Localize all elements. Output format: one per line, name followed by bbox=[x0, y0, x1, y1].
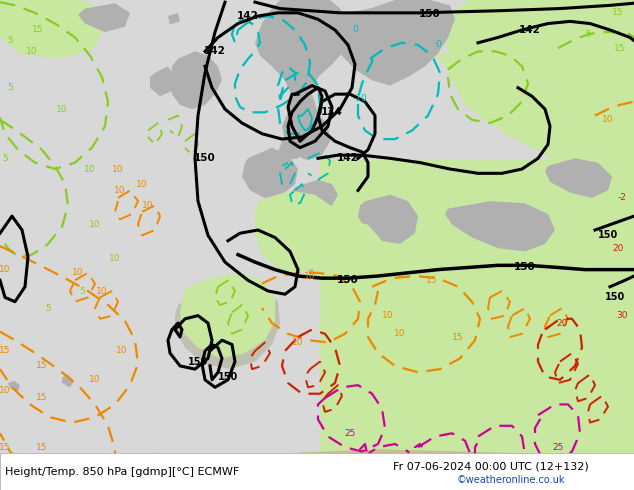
Text: 10: 10 bbox=[602, 115, 614, 124]
Polygon shape bbox=[255, 191, 342, 273]
Text: 150: 150 bbox=[605, 293, 625, 302]
Polygon shape bbox=[445, 201, 555, 251]
Text: 10: 10 bbox=[109, 254, 120, 264]
Text: 10: 10 bbox=[116, 346, 127, 355]
Text: 15: 15 bbox=[452, 333, 463, 342]
Text: 10: 10 bbox=[72, 269, 84, 277]
Bar bbox=[0, 453, 634, 490]
Text: 150: 150 bbox=[598, 230, 618, 241]
Text: 15: 15 bbox=[36, 442, 48, 452]
Text: 15: 15 bbox=[96, 471, 108, 481]
Text: 150: 150 bbox=[337, 275, 359, 285]
Text: 142: 142 bbox=[237, 11, 259, 21]
Polygon shape bbox=[255, 0, 350, 161]
Text: 134: 134 bbox=[321, 107, 343, 117]
Polygon shape bbox=[168, 13, 180, 24]
Text: 5: 5 bbox=[45, 304, 51, 313]
Text: 15: 15 bbox=[36, 362, 48, 370]
Polygon shape bbox=[278, 137, 302, 161]
Text: 10: 10 bbox=[89, 375, 101, 384]
Polygon shape bbox=[78, 3, 130, 32]
Text: 25: 25 bbox=[552, 442, 564, 452]
Text: 15: 15 bbox=[32, 25, 44, 34]
Text: 15: 15 bbox=[36, 393, 48, 402]
Text: 0: 0 bbox=[435, 41, 441, 49]
Polygon shape bbox=[175, 278, 280, 369]
Polygon shape bbox=[62, 374, 74, 387]
Polygon shape bbox=[430, 53, 634, 193]
Text: 10: 10 bbox=[26, 47, 38, 56]
Text: 150: 150 bbox=[194, 153, 216, 163]
Polygon shape bbox=[545, 158, 612, 198]
Text: 15: 15 bbox=[0, 442, 11, 452]
Polygon shape bbox=[310, 220, 385, 297]
Text: 30: 30 bbox=[616, 311, 628, 320]
Text: 20: 20 bbox=[612, 244, 624, 253]
Text: 150: 150 bbox=[419, 9, 441, 19]
Text: 150: 150 bbox=[218, 371, 238, 382]
Polygon shape bbox=[180, 273, 275, 358]
Text: 10: 10 bbox=[394, 329, 406, 338]
Text: 10: 10 bbox=[142, 201, 154, 210]
Text: 15: 15 bbox=[612, 8, 624, 17]
Text: 5: 5 bbox=[585, 30, 591, 39]
Text: -10: -10 bbox=[353, 94, 367, 103]
Text: 10: 10 bbox=[292, 338, 304, 347]
Text: 10: 10 bbox=[84, 165, 96, 173]
Text: Fr 07-06-2024 00:00 UTC (12+132): Fr 07-06-2024 00:00 UTC (12+132) bbox=[393, 462, 589, 471]
Polygon shape bbox=[8, 381, 20, 392]
Polygon shape bbox=[145, 453, 170, 466]
Text: 5: 5 bbox=[79, 287, 85, 295]
Text: Height/Temp. 850 hPa [gdmp][°C] ECMWF: Height/Temp. 850 hPa [gdmp][°C] ECMWF bbox=[5, 467, 239, 477]
Text: 25: 25 bbox=[382, 475, 394, 484]
Text: 150: 150 bbox=[514, 263, 536, 272]
Polygon shape bbox=[240, 449, 634, 490]
Text: 5: 5 bbox=[2, 154, 8, 163]
Text: 25: 25 bbox=[495, 464, 506, 473]
Text: 10: 10 bbox=[304, 271, 316, 281]
Text: 142: 142 bbox=[204, 47, 226, 56]
Text: 0: 0 bbox=[352, 25, 358, 34]
Text: 5: 5 bbox=[7, 83, 13, 92]
Text: 142: 142 bbox=[519, 25, 541, 35]
Text: 150: 150 bbox=[188, 357, 208, 367]
Polygon shape bbox=[330, 0, 634, 182]
Text: -2: -2 bbox=[618, 194, 626, 202]
Polygon shape bbox=[298, 216, 335, 276]
Text: 25: 25 bbox=[444, 475, 456, 484]
Polygon shape bbox=[330, 0, 455, 86]
Text: 10: 10 bbox=[56, 105, 68, 114]
Text: 15: 15 bbox=[0, 346, 11, 355]
Text: 10: 10 bbox=[136, 179, 148, 189]
Text: 25: 25 bbox=[344, 429, 356, 438]
Text: 142: 142 bbox=[337, 153, 359, 163]
Polygon shape bbox=[170, 51, 222, 109]
Text: 25: 25 bbox=[417, 486, 428, 490]
Text: ©weatheronline.co.uk: ©weatheronline.co.uk bbox=[456, 475, 565, 486]
Text: 10: 10 bbox=[0, 386, 11, 395]
Polygon shape bbox=[150, 66, 175, 97]
Text: 10: 10 bbox=[96, 287, 108, 295]
Text: 20: 20 bbox=[556, 318, 567, 328]
Text: 15: 15 bbox=[426, 276, 437, 285]
Text: 5: 5 bbox=[7, 36, 13, 45]
Polygon shape bbox=[242, 147, 298, 198]
Text: 10: 10 bbox=[112, 165, 124, 173]
Text: 10: 10 bbox=[89, 220, 101, 229]
Polygon shape bbox=[358, 195, 418, 244]
Text: 10: 10 bbox=[382, 311, 394, 320]
Polygon shape bbox=[290, 180, 338, 210]
Text: 10: 10 bbox=[0, 265, 11, 274]
Polygon shape bbox=[0, 0, 110, 59]
Text: 15: 15 bbox=[614, 44, 626, 52]
Polygon shape bbox=[320, 161, 634, 490]
Text: 10: 10 bbox=[114, 186, 126, 195]
